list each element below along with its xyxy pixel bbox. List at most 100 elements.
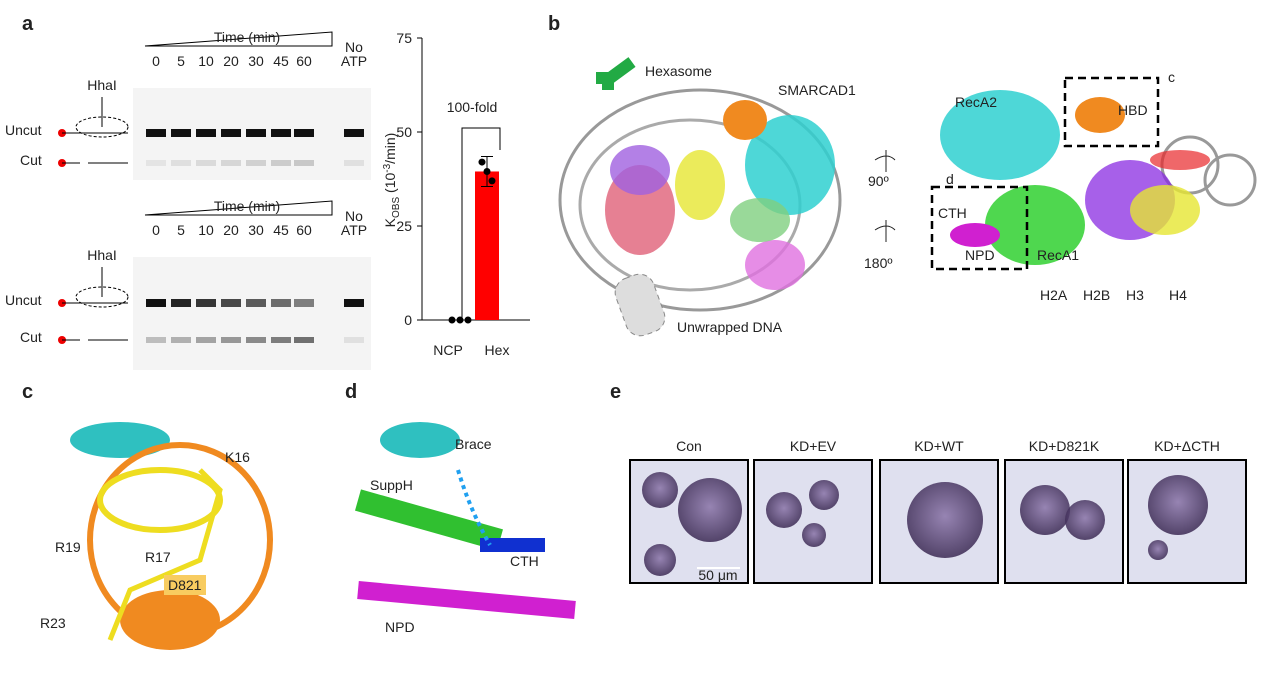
structure-label: SMARCAD1 <box>778 82 856 98</box>
panel-label: d <box>345 381 357 403</box>
scale-label: 50 μm <box>698 567 737 583</box>
uncut-band <box>146 129 166 137</box>
y-tick-label: 25 <box>396 218 412 234</box>
plasmid <box>75 286 129 308</box>
time-tick: 30 <box>248 53 264 69</box>
condition-label: KD+D821K <box>1029 438 1100 454</box>
no-atp: ATP <box>341 53 367 69</box>
cut-band <box>344 337 364 343</box>
colony <box>1065 500 1105 540</box>
uncut-band <box>171 129 191 137</box>
y-tick-label: 0 <box>404 312 412 328</box>
point <box>464 316 472 324</box>
cut-band <box>271 160 291 166</box>
y-axis-label: KOBS (10-3/min) <box>382 133 402 228</box>
row-label: Cut <box>20 152 42 168</box>
plasmid <box>75 116 129 138</box>
residue-box <box>164 575 206 595</box>
time-tick: 45 <box>273 53 289 69</box>
time-tick: 20 <box>223 53 239 69</box>
time-tick: 5 <box>177 53 185 69</box>
annotation: 100-fold <box>447 99 498 115</box>
structure-label: 90º <box>868 173 889 189</box>
no-atp: ATP <box>341 222 367 238</box>
residue-label: D821 <box>168 577 202 593</box>
no-atp: No <box>345 39 363 55</box>
uncut-band <box>196 129 216 137</box>
panel-label: a <box>22 13 34 35</box>
residue-label: R17 <box>145 549 171 565</box>
structure-label: NPD <box>385 619 415 635</box>
row-label: Uncut <box>5 292 42 308</box>
structure-label: HBD <box>1118 102 1148 118</box>
cut-band <box>146 337 166 343</box>
time-ramp <box>144 31 333 47</box>
structure-left <box>558 57 842 337</box>
colony <box>1148 475 1208 535</box>
structure-label: RecA2 <box>955 94 997 110</box>
legend-entry: H3 <box>1126 287 1144 303</box>
time-tick: 5 <box>177 222 185 238</box>
time-tick: 60 <box>296 53 312 69</box>
cut-band <box>171 160 191 166</box>
no-atp: No <box>345 208 363 224</box>
uncut-band <box>246 129 266 137</box>
structure-label: Unwrapped DNA <box>677 319 783 335</box>
legend-entry: H2A <box>1040 287 1068 303</box>
time-tick: 10 <box>198 222 214 238</box>
condition-label: Con <box>676 438 702 454</box>
residue-label: K16 <box>225 449 250 465</box>
cut-band <box>146 160 166 166</box>
uncut-band <box>221 299 241 307</box>
time-tick: 0 <box>152 53 160 69</box>
condition-label: KD+WT <box>914 438 964 454</box>
structure-label: 180º <box>864 255 892 271</box>
gel <box>133 257 371 370</box>
structure-label: Hexasome <box>645 63 712 79</box>
structure-label: c <box>1168 69 1175 85</box>
colony <box>809 480 839 510</box>
colony <box>678 478 742 542</box>
y-axis-label-part: K <box>382 217 398 227</box>
time-label: Time (min) <box>214 198 280 214</box>
structure-label: CTH <box>938 205 967 221</box>
time-tick: 30 <box>248 222 264 238</box>
colony <box>644 544 676 576</box>
structure-label: CTH <box>510 553 539 569</box>
bar <box>475 171 499 320</box>
time-tick: 60 <box>296 222 312 238</box>
cut-band <box>221 160 241 166</box>
condition-label: KD+EV <box>790 438 837 454</box>
residue-label: R19 <box>55 539 81 555</box>
cut-band <box>221 337 241 343</box>
cut-band <box>246 337 266 343</box>
cut-band <box>294 337 314 343</box>
panel-label: c <box>22 381 33 403</box>
time-ramp <box>144 200 333 216</box>
structure-label: Brace <box>455 436 492 452</box>
colony <box>907 482 983 558</box>
cut-band <box>196 337 216 343</box>
structure-label: RecA1 <box>1037 247 1079 263</box>
colony <box>1020 485 1070 535</box>
uncut-band <box>344 129 364 137</box>
point <box>456 316 464 324</box>
structure-label: SuppH <box>370 477 413 493</box>
uncut-band <box>271 129 291 137</box>
uncut-band <box>271 299 291 307</box>
panel-label: e <box>610 381 621 403</box>
cut-band <box>271 337 291 343</box>
time-label: Time (min) <box>214 29 280 45</box>
time-tick: 20 <box>223 222 239 238</box>
point <box>448 316 456 324</box>
structure-label: d <box>946 171 954 187</box>
y-axis-label-part: -3 <box>382 163 393 172</box>
colony <box>642 472 678 508</box>
structure-d <box>355 422 576 619</box>
cut-band <box>196 160 216 166</box>
uncut-band <box>196 299 216 307</box>
uncut-band <box>246 299 266 307</box>
y-tick-label: 75 <box>396 30 412 46</box>
x-tick-label: NCP <box>433 342 463 358</box>
